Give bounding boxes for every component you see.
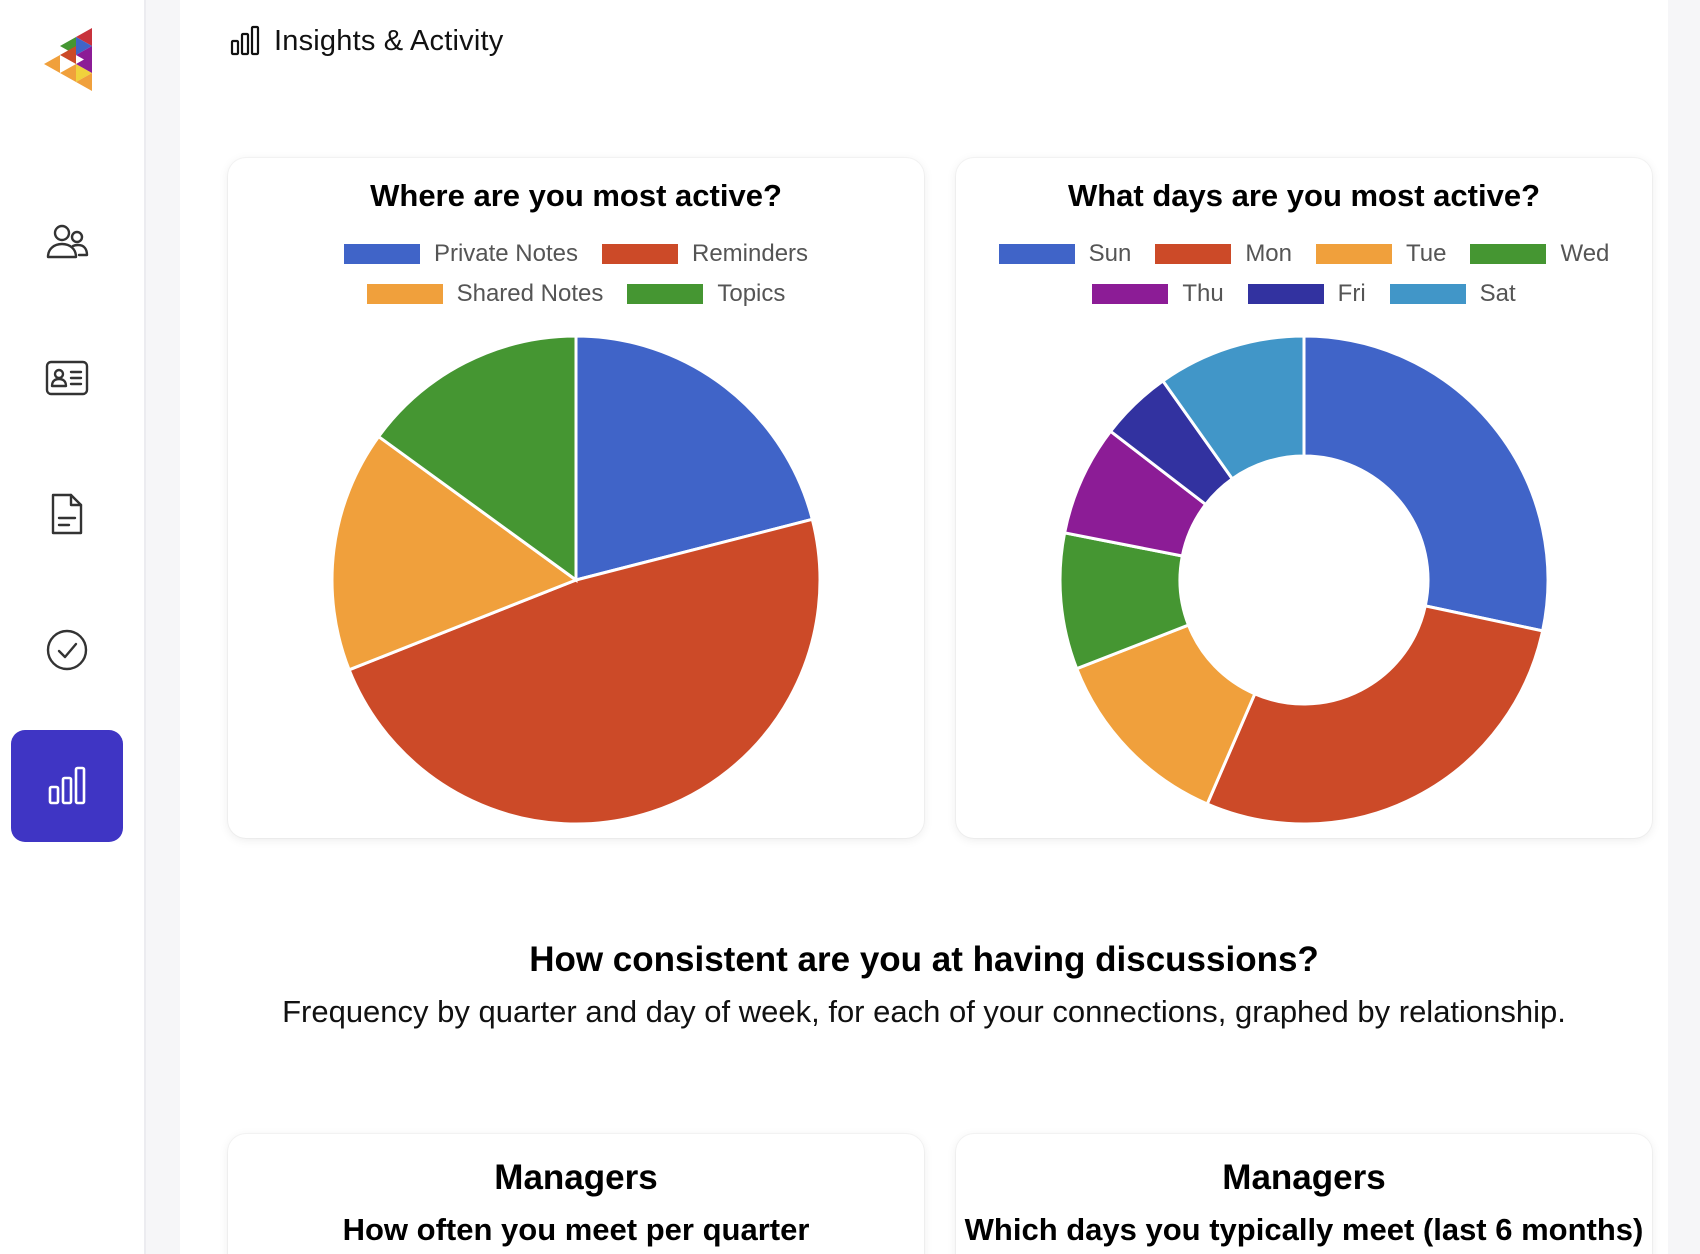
legend-item[interactable]: Wed — [1470, 240, 1609, 268]
slice-shared-notes[interactable] — [330, 434, 580, 672]
legend-swatch — [1316, 244, 1392, 264]
legend-label: Thu — [1182, 280, 1224, 307]
legend-label: Wed — [1560, 240, 1610, 267]
legend-swatch — [366, 284, 443, 304]
check-circle-icon — [46, 629, 88, 671]
people-icon — [46, 224, 89, 259]
sidebar-item-contacts[interactable] — [11, 322, 123, 434]
doughnut-chart — [1058, 334, 1550, 826]
id-card-icon — [45, 360, 89, 396]
legend-label: Mon — [1245, 240, 1292, 267]
legend-label: Fri — [1337, 280, 1366, 307]
bar-chart-icon — [230, 25, 260, 56]
legend-label: Reminders — [692, 240, 809, 267]
legend-item[interactable]: Tue — [1316, 240, 1446, 268]
legend-label: Sun — [1088, 240, 1132, 267]
legend-item[interactable]: Topics — [627, 280, 785, 308]
legend-label: Shared Notes — [456, 280, 604, 307]
chart-legend: Sun Mon Tue Wed Thu Fri Sat — [956, 240, 1652, 308]
sidebar-item-documents[interactable] — [11, 458, 123, 570]
legend-row: Thu Fri Sat — [1092, 280, 1516, 308]
legend-label: Tue — [1406, 240, 1447, 267]
legend-swatch — [998, 244, 1075, 264]
page-title: Insights & Activity — [274, 24, 504, 57]
pie-chart — [330, 334, 822, 826]
card-subtitle: How often you meet per quarter — [342, 1212, 810, 1247]
card-title: Managers — [1222, 1158, 1386, 1197]
legend-swatch — [1389, 284, 1466, 304]
legend-swatch — [627, 284, 704, 304]
managers-quarter-card: Managers How often you meet per quarter — [228, 1134, 924, 1254]
legend-swatch — [1155, 244, 1232, 264]
legend-item[interactable]: Private Notes — [343, 240, 578, 268]
legend-label: Topics — [717, 280, 786, 307]
legend-item[interactable]: Reminders — [602, 240, 808, 268]
chart-title: What days are you most active? — [1067, 178, 1541, 213]
card-title: Managers — [494, 1158, 658, 1197]
legend-swatch — [602, 244, 678, 264]
legend-swatch — [1470, 244, 1547, 264]
sidebar-item-insights[interactable] — [11, 730, 123, 842]
legend-item[interactable]: Mon — [1155, 240, 1292, 268]
bar-chart-icon — [48, 766, 86, 805]
app-logo[interactable] — [30, 24, 106, 100]
legend-label: Sat — [1479, 280, 1516, 307]
chart-title: Where are you most active? — [370, 178, 782, 213]
card-subtitle: Which days you typically meet (last 6 mo… — [964, 1212, 1644, 1247]
sidebar-item-people[interactable] — [11, 186, 123, 298]
page-header: Insights & Activity — [230, 24, 503, 58]
slice-mon[interactable] — [1205, 604, 1545, 826]
legend-swatch — [1092, 284, 1169, 304]
chart-legend: Private Notes Reminders Shared Notes Topics — [228, 240, 924, 308]
section-subtitle: Frequency by quarter and day of week, fo… — [282, 994, 1566, 1029]
legend-row: Shared Notes Topics — [366, 280, 785, 308]
slice-topics[interactable] — [376, 334, 578, 583]
legend-swatch — [343, 244, 420, 264]
legend-item[interactable]: Sat — [1389, 280, 1516, 308]
document-icon — [51, 493, 83, 535]
legend-item[interactable]: Sun — [998, 240, 1132, 268]
section-title: How consistent are you at having discuss… — [529, 940, 1319, 979]
legend-item[interactable]: Fri — [1247, 280, 1366, 308]
legend-item[interactable]: Shared Notes — [366, 280, 604, 308]
legend-label: Private Notes — [433, 240, 578, 267]
slice-sun[interactable] — [1302, 334, 1550, 633]
legend-item[interactable]: Thu — [1092, 280, 1224, 308]
managers-days-card: Managers Which days you typically meet (… — [956, 1134, 1652, 1254]
main-content: Insights & Activity Where are you most a… — [180, 0, 1668, 1254]
slice-sat[interactable] — [1160, 334, 1306, 481]
slice-private-notes[interactable] — [574, 334, 815, 582]
legend-row: Private Notes Reminders — [343, 240, 808, 268]
slice-reminders[interactable] — [347, 517, 822, 826]
sidebar — [0, 0, 146, 1254]
activity-location-card: Where are you most active? Private Notes… — [228, 158, 924, 838]
activity-days-card: What days are you most active? Sun Mon Tue… — [956, 158, 1652, 838]
legend-swatch — [1247, 284, 1324, 304]
legend-row: Sun Mon Tue Wed — [998, 240, 1609, 268]
sidebar-item-tasks[interactable] — [11, 594, 123, 706]
